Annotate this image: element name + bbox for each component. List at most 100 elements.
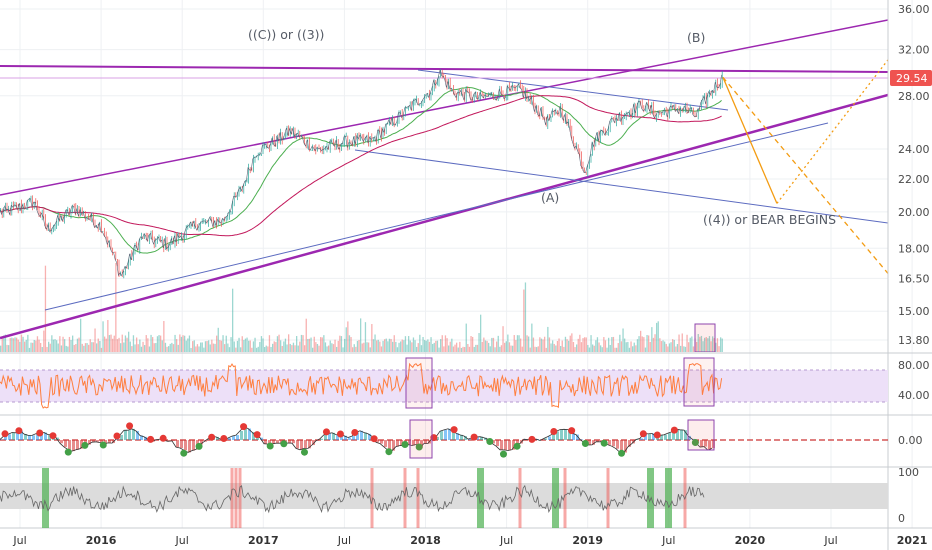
momentum-signal-dot xyxy=(370,435,378,443)
time-tick-label: Jul xyxy=(12,534,26,547)
momentum-bar xyxy=(640,438,643,440)
momentum-signal-dot xyxy=(581,440,589,447)
momentum-bar xyxy=(568,429,571,440)
momentum-bar xyxy=(692,438,695,440)
momentum-bar xyxy=(332,432,335,440)
rsi-highlight-box-2018 xyxy=(405,357,433,409)
volume-bars xyxy=(0,263,723,352)
momentum-bar xyxy=(412,440,415,446)
momentum-bar xyxy=(620,440,623,453)
momentum-bar xyxy=(140,435,143,440)
momentum-bar xyxy=(16,432,19,440)
momentum-bar xyxy=(396,440,399,447)
momentum-bar xyxy=(300,440,303,450)
momentum-bar xyxy=(304,440,307,449)
momentum-bar xyxy=(128,430,131,440)
momentum-signal-dot xyxy=(336,430,344,438)
momentum-bar xyxy=(188,440,191,453)
annotation-a: (A) xyxy=(541,190,559,205)
momentum-signal-dot xyxy=(240,423,248,431)
momentum-bar xyxy=(500,440,503,450)
momentum-bar xyxy=(400,440,403,446)
momentum-bar xyxy=(48,434,51,440)
momentum-bar xyxy=(708,440,711,451)
momentum-bar xyxy=(384,440,387,447)
momentum-signal-dot xyxy=(64,448,72,456)
time-axis[interactable]: Jul 2016 Jul 2017 Jul 2018 Jul 2019 Jul 2020 Jul 20… xyxy=(12,534,927,547)
price-tick-label: 13.80 xyxy=(898,334,930,347)
momentum-bar xyxy=(4,435,7,440)
projection-wave5-up xyxy=(776,58,888,204)
short-moving-average xyxy=(0,87,722,254)
momentum-signal-dot xyxy=(322,428,330,436)
annotation-4-bear: ((4)) or BEAR BEGINS xyxy=(703,212,836,227)
momentum-bar xyxy=(172,440,175,441)
momentum-bar xyxy=(60,440,63,444)
blue-upper-channel xyxy=(417,69,729,111)
oscillator-oversold-bar xyxy=(42,468,49,528)
momentum-bar xyxy=(320,438,323,440)
momentum-bar xyxy=(652,433,655,440)
momentum-bar xyxy=(116,439,119,440)
momentum-bar xyxy=(360,430,363,440)
momentum-signal-dot xyxy=(15,427,23,435)
momentum-signal-dot xyxy=(351,429,359,436)
momentum-bar xyxy=(444,429,447,440)
momentum-bar xyxy=(8,434,11,440)
momentum-signal-dot xyxy=(513,442,521,450)
momentum-bar xyxy=(452,430,455,440)
momentum-signal-dot xyxy=(600,439,608,447)
momentum-signal-dot xyxy=(36,429,44,437)
price-axis[interactable]: 36.00 32.00 28.00 24.00 22.00 20.00 18.00 16.50… xyxy=(898,3,930,347)
oscillator-line xyxy=(0,484,705,514)
moving-averages xyxy=(0,87,722,254)
time-tick-label: 2021 xyxy=(897,534,928,547)
price-tick-label: 20.00 xyxy=(898,206,930,219)
momentum-bar xyxy=(572,433,575,440)
momentum-bar xyxy=(564,429,567,440)
momentum-bar xyxy=(200,440,203,445)
time-tick-label: 2019 xyxy=(572,534,603,547)
momentum-bar xyxy=(616,440,619,449)
momentum-bar xyxy=(416,440,419,445)
momentum-bar xyxy=(544,438,547,440)
momentum-bar xyxy=(56,437,59,440)
momentum-signal-dot xyxy=(220,435,228,442)
momentum-bar xyxy=(368,433,371,440)
momentum-highlight-box-2019 xyxy=(687,419,715,451)
momentum-bar xyxy=(268,440,271,445)
momentum-bar xyxy=(612,440,615,447)
price-tick-label: 24.00 xyxy=(898,143,930,156)
momentum-signal-dot xyxy=(195,442,203,450)
momentum-bar xyxy=(436,436,439,440)
momentum-bar xyxy=(424,440,427,444)
momentum-bar xyxy=(68,440,71,450)
momentum-bar xyxy=(468,439,471,440)
price-tick-label: 16.50 xyxy=(898,272,930,285)
volume-highlight-box xyxy=(694,323,716,352)
momentum-bar xyxy=(516,440,519,445)
price-tick-label: 32.00 xyxy=(898,44,930,57)
momentum-bar xyxy=(684,430,687,440)
time-tick-label: Jul xyxy=(661,534,675,547)
time-tick-label: Jul xyxy=(175,534,189,547)
momentum-bar xyxy=(672,431,675,440)
blue-lower-channel xyxy=(354,149,888,224)
momentum-bar xyxy=(176,440,179,448)
momentum-bar xyxy=(328,433,331,440)
momentum-bar xyxy=(88,440,91,445)
momentum-bar xyxy=(144,436,147,440)
price-tick-label: 22.00 xyxy=(898,173,930,186)
oscillator-overbought-bar xyxy=(370,468,374,528)
momentum-signal-dot xyxy=(528,435,536,443)
momentum-bar xyxy=(28,435,31,440)
momentum-bar xyxy=(240,430,243,440)
momentum-bar xyxy=(96,440,99,442)
momentum-signal-dot xyxy=(300,448,308,456)
momentum-bar xyxy=(448,428,451,440)
momentum-bar xyxy=(336,434,339,440)
momentum-bar xyxy=(700,440,703,448)
momentum-signal-dot xyxy=(266,442,274,450)
momentum-bar xyxy=(340,434,343,440)
